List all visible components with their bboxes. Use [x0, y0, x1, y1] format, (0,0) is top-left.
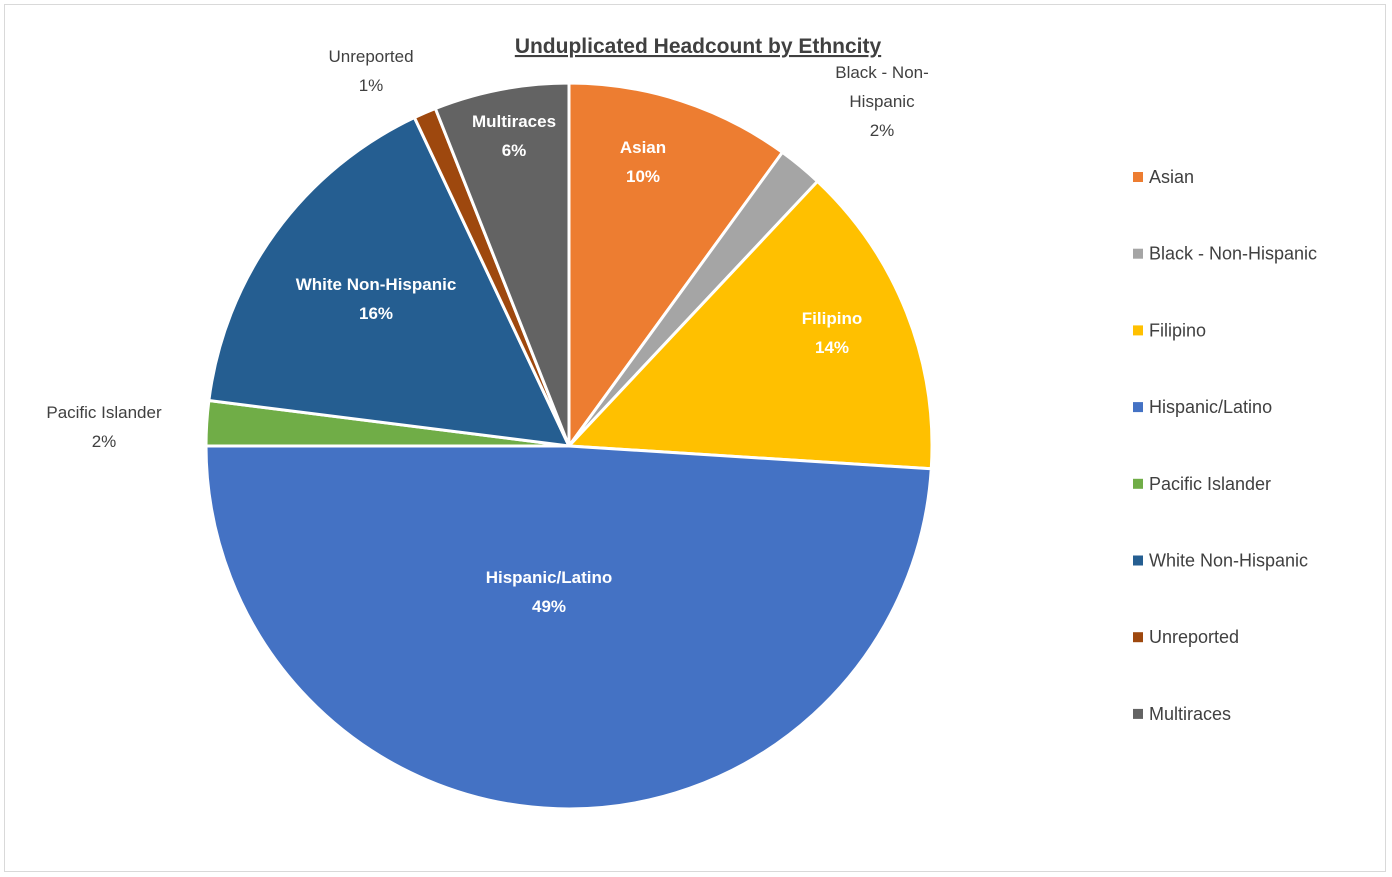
legend-label: Unreported	[1149, 627, 1239, 647]
pie-slice-hispanic-latino	[204, 444, 933, 811]
legend-swatch	[1133, 708, 1143, 719]
legend-item-black-non-hispanic: Black - Non-Hispanic	[1133, 244, 1317, 264]
pie-slice-white-non-hispanic	[207, 116, 571, 448]
legend-item-hispanic-latino: Hispanic/Latino	[1133, 397, 1272, 417]
data-label-multiraces: Multiraces 6%	[472, 112, 556, 160]
pie-slices	[204, 81, 934, 811]
legend-swatch	[1133, 632, 1143, 643]
legend-label: Pacific Islander	[1149, 474, 1271, 494]
data-label-asian: Asian 10%	[620, 138, 666, 186]
data-label-hispanic-latino: Hispanic/Latino 49%	[486, 568, 613, 616]
data-label-black-non-hispanic: Black - Non-Hispanic 2%	[835, 63, 929, 140]
chart-title: Unduplicated Headcount by Ethncity	[515, 35, 882, 58]
legend-label: Multiraces	[1149, 704, 1231, 724]
legend-swatch	[1133, 325, 1143, 336]
data-label-unreported: Unreported 1%	[328, 47, 413, 95]
legend-label: Asian	[1149, 167, 1194, 187]
legend-item-white-non-hispanic: White Non-Hispanic	[1133, 551, 1308, 571]
pie-slice-asian	[567, 81, 784, 448]
legend: Asian Black - Non-Hispanic Filipino Hispani…	[1133, 167, 1317, 724]
legend-swatch	[1133, 555, 1143, 566]
legend-swatch	[1133, 172, 1143, 182]
legend-swatch	[1133, 402, 1143, 413]
data-labels: Asian 10% Black - Non-Hispanic 2% Filipino 14…	[46, 47, 928, 616]
data-label-white-non-hispanic: White Non-Hispanic 16%	[296, 275, 457, 323]
data-label-pacific-islander: Pacific Islander 2%	[46, 403, 162, 451]
legend-item-pacific-islander: Pacific Islander	[1133, 474, 1271, 494]
legend-item-asian: Asian	[1133, 167, 1194, 187]
legend-label: White Non-Hispanic	[1149, 551, 1308, 571]
legend-swatch	[1133, 248, 1143, 259]
chart-frame	[4, 4, 1386, 872]
legend-label: Black - Non-Hispanic	[1149, 244, 1317, 264]
legend-swatch	[1133, 478, 1143, 489]
data-label-filipino: Filipino 14%	[802, 309, 862, 357]
legend-label: Hispanic/Latino	[1149, 397, 1272, 417]
pie-slice-filipino	[567, 179, 934, 471]
legend-item-unreported: Unreported	[1133, 627, 1239, 647]
pie-slice-multiraces	[433, 81, 571, 448]
legend-item-multiraces: Multiraces	[1133, 704, 1231, 724]
legend-label: Filipino	[1149, 320, 1206, 340]
legend-item-filipino: Filipino	[1133, 320, 1206, 340]
